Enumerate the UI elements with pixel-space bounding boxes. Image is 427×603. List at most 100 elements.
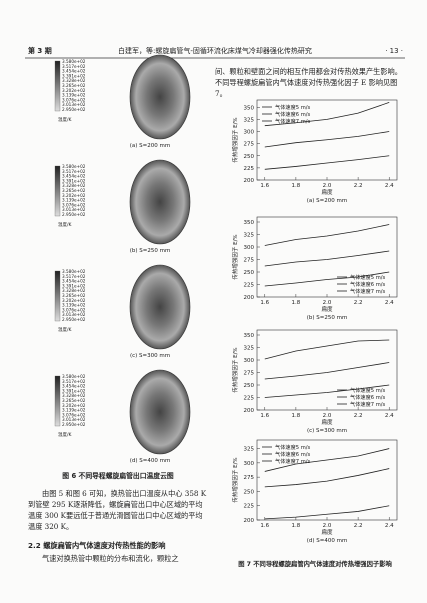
y-tick-label: 350	[244, 105, 255, 111]
y-axis-label: 传热增强因子 E/%	[231, 234, 239, 279]
colorbar-label: 3.265e+02	[62, 188, 86, 193]
panel-caption: (a) S=200 mm	[130, 143, 170, 149]
colorbar-label: 3.265e+02	[62, 398, 86, 403]
x-tick-label: 2.0	[323, 300, 332, 306]
x-tick-label: 2.2	[354, 523, 363, 529]
y-tick-label: 275	[244, 371, 255, 377]
colorbar-label: 3.580e+02	[62, 374, 86, 379]
y-tick-label: 275	[244, 142, 255, 148]
colorbar-label: 3.580e+02	[62, 59, 86, 64]
x-tick-label: 2.2	[354, 183, 363, 189]
header-page: · 13 ·	[385, 47, 403, 55]
series-line	[264, 339, 390, 360]
legend-label: 气体速度5 m/s	[350, 386, 386, 394]
colorbar-unit: 温度/K	[58, 326, 73, 333]
legend-label: 气体速度7 m/s	[275, 117, 311, 125]
colorbar-label: 2.950e+02	[62, 317, 86, 322]
colorbar-label: 3.454e+02	[62, 174, 86, 179]
colorbar-label: 3.139e+02	[62, 303, 86, 308]
colorbar-label: 3.076e+02	[62, 97, 86, 102]
y-tick-label: 275	[244, 475, 255, 481]
colorbar-label: 2.950e+02	[62, 422, 86, 427]
y-tick-label: 300	[244, 461, 255, 467]
colorbar-label: 3.202e+02	[62, 88, 86, 93]
colorbar-label: 3.454e+02	[62, 279, 86, 284]
legend-label: 气体速度6 m/s	[350, 280, 386, 288]
series-line	[264, 102, 390, 127]
left-tail: 气速对换热管中颗粒的分布和流化，颗粒之	[42, 554, 179, 563]
colorbar	[54, 270, 61, 322]
x-tick-label: 2.2	[354, 413, 363, 419]
colorbar-label: 3.013e+02	[62, 417, 86, 422]
y-tick-label: 225	[244, 396, 255, 402]
colorbar-label: 3.454e+02	[62, 384, 86, 389]
y-tick-label: 200	[244, 178, 255, 184]
colorbar-label: 3.328e+02	[62, 393, 86, 398]
x-tick-label: 1.8	[292, 413, 301, 419]
y-tick-label: 300	[244, 245, 255, 251]
y-tick-label: 250	[244, 154, 255, 160]
colorbar-label: 3.013e+02	[62, 312, 86, 317]
panel-caption: (d) S=400 mm	[130, 458, 171, 464]
series-line	[264, 362, 390, 380]
x-tick-label: 2.0	[323, 183, 332, 189]
colorbar-label: 3.517e+02	[62, 274, 86, 279]
y-tick-label: 225	[244, 283, 255, 289]
series-line	[264, 505, 390, 520]
right-intro: 间、颗粒和壁面之间的相互作用都会对传热效果产生影响。不同导程螺旋扁管内气体速度对…	[215, 67, 402, 98]
panel-caption: (b) S=250 mm	[130, 248, 171, 254]
colorbar-label: 3.139e+02	[62, 93, 86, 98]
y-tick-label: 350	[244, 333, 255, 339]
colorbar-label: 3.013e+02	[62, 207, 86, 212]
colorbar-label: 3.202e+02	[62, 193, 86, 198]
x-tick-label: 1.6	[260, 523, 269, 529]
colorbar-label: 3.076e+02	[62, 412, 86, 417]
figure6-caption: 图 6 不同导程螺旋扁管出口温度云图	[62, 471, 174, 480]
legend-label: 气体速度6 m/s	[275, 110, 311, 118]
colorbar-label: 3.580e+02	[62, 164, 86, 169]
header-title: 白建军，等:螺旋扁管气-固循环流化床煤气冷却器强化传热研究	[118, 46, 312, 55]
colorbar	[54, 375, 61, 427]
y-tick-label: 325	[244, 233, 255, 239]
colorbar-label: 3.391e+02	[62, 388, 86, 393]
x-tick-label: 2.0	[323, 523, 332, 529]
legend-label: 气体速度6 m/s	[350, 393, 386, 401]
figure7-caption: 图 7 不同导程螺旋扁管内气体速度对传热增强因子影响	[238, 559, 392, 568]
series-line	[264, 131, 390, 148]
y-axis-label: 传热增强因子 E/%	[231, 457, 239, 502]
x-axis-label: 扁度	[321, 305, 333, 313]
colorbar-unit: 温度/K	[58, 221, 73, 228]
chart-caption: (d) S=400 mm	[307, 538, 348, 544]
colorbar-label: 3.328e+02	[62, 288, 86, 293]
x-tick-label: 2.4	[385, 413, 394, 419]
colorbar-label: 3.139e+02	[62, 408, 86, 413]
x-tick-label: 2.0	[323, 413, 332, 419]
y-tick-label: 325	[244, 117, 255, 123]
colorbar-label: 3.391e+02	[62, 73, 86, 78]
colorbar-label: 3.391e+02	[62, 283, 86, 288]
colorbar-label: 3.076e+02	[62, 307, 86, 312]
x-tick-label: 2.2	[354, 300, 363, 306]
series-line	[264, 271, 390, 287]
legend-label: 气体速度7 m/s	[350, 287, 386, 295]
colorbar-label: 2.950e+02	[62, 107, 86, 112]
colorbar-label: 3.580e+02	[62, 269, 86, 274]
contour-image	[129, 369, 191, 455]
x-tick-label: 1.6	[260, 413, 269, 419]
colorbar	[54, 165, 61, 217]
colorbar-label: 3.265e+02	[62, 293, 86, 298]
chart-caption: (b) S=250 mm	[307, 315, 348, 321]
left-paragraph: 由图 5 和图 6 可知，换热管出口温度从中心 358 K 到管壁 295 K逐…	[28, 489, 207, 531]
y-tick-label: 300	[244, 358, 255, 364]
y-tick-label: 200	[244, 295, 255, 301]
y-tick-label: 250	[244, 489, 255, 495]
colorbar-unit: 温度/K	[58, 116, 73, 123]
x-axis-label: 扁度	[321, 188, 333, 196]
y-axis-label: 传热增强因子 E/%	[231, 117, 239, 162]
x-tick-label: 1.8	[292, 300, 301, 306]
y-tick-label: 350	[244, 220, 255, 226]
colorbar-label: 3.265e+02	[62, 83, 86, 88]
colorbar-label: 3.076e+02	[62, 202, 86, 207]
